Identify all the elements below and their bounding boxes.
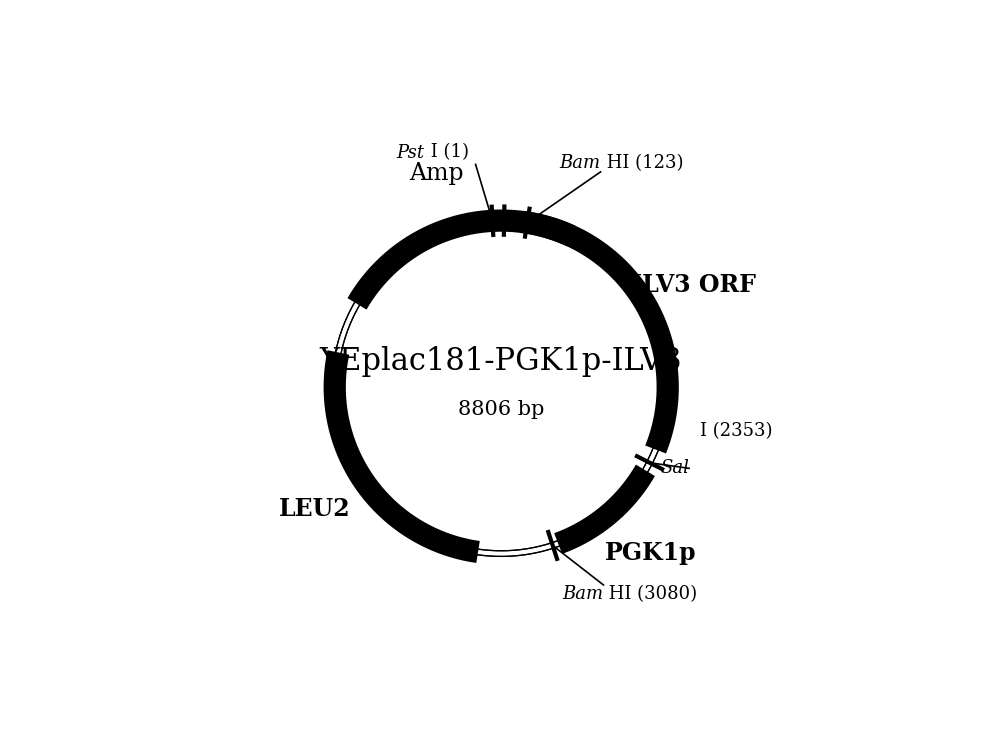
Text: ILV3 ORF: ILV3 ORF <box>631 273 756 297</box>
Text: LEU2: LEU2 <box>278 496 350 520</box>
Text: Bam: Bam <box>562 585 603 603</box>
Text: Pst: Pst <box>397 144 425 161</box>
Text: HI (123): HI (123) <box>601 154 683 172</box>
Text: Bam: Bam <box>560 154 601 172</box>
Text: PGK1p: PGK1p <box>605 541 696 564</box>
Text: Amp: Amp <box>409 163 463 185</box>
Text: 8806 bp: 8806 bp <box>458 400 544 419</box>
Text: YEplac181-PGK1p-ILV3: YEplac181-PGK1p-ILV3 <box>320 346 683 377</box>
Text: I (1): I (1) <box>425 144 469 161</box>
Text: I (2353): I (2353) <box>700 422 773 440</box>
Text: Sal: Sal <box>660 460 689 477</box>
Text: HI (3080): HI (3080) <box>603 585 698 603</box>
